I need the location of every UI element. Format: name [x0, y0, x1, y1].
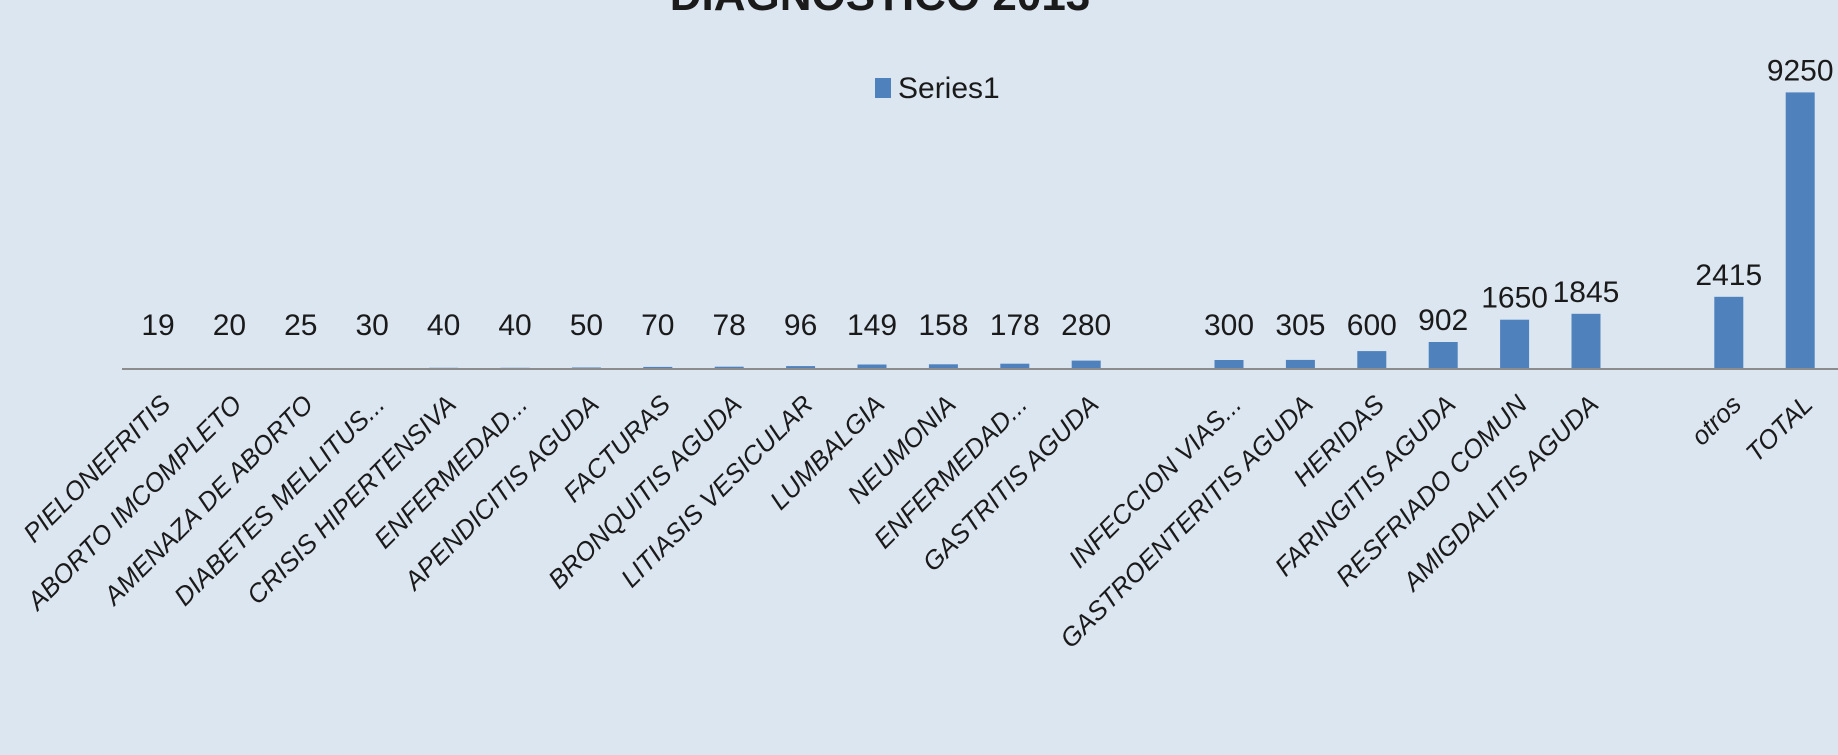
bar — [786, 366, 816, 369]
data-label: 1650 — [1481, 282, 1548, 315]
bar — [1000, 363, 1030, 369]
bar — [1214, 360, 1244, 369]
data-label: 149 — [847, 309, 897, 342]
bar — [1500, 319, 1530, 369]
bar — [1714, 296, 1744, 369]
bar — [857, 364, 887, 369]
data-label: 600 — [1347, 309, 1397, 342]
data-label: 40 — [498, 309, 531, 342]
data-label: 20 — [213, 309, 246, 342]
bar — [1071, 360, 1101, 369]
bar — [714, 366, 744, 369]
data-label: 178 — [990, 309, 1040, 342]
data-label: 300 — [1204, 309, 1254, 342]
bar — [1571, 313, 1601, 369]
data-label: 70 — [641, 309, 674, 342]
bar — [928, 364, 958, 369]
data-label: 305 — [1275, 309, 1325, 342]
bar — [643, 366, 673, 369]
data-label: 78 — [713, 309, 746, 342]
data-labels-group: 19 20 25 30 40 40 50 70 78 96 149 158 178 280 300 305 60… — [141, 54, 1833, 342]
bar — [1428, 342, 1458, 369]
data-label: 19 — [141, 309, 174, 342]
data-label: 2415 — [1695, 259, 1762, 292]
data-label: 158 — [918, 309, 968, 342]
data-label: 1845 — [1553, 276, 1620, 309]
bar — [1357, 351, 1387, 369]
data-label: 40 — [427, 309, 460, 342]
legend-label-series1: Series1 — [898, 72, 1000, 105]
data-label: 902 — [1418, 304, 1468, 337]
bars-group — [143, 92, 1815, 370]
data-label: 30 — [356, 309, 389, 342]
data-label: 25 — [284, 309, 317, 342]
bar — [1285, 359, 1315, 369]
x-tick-label: otros — [1685, 389, 1747, 451]
chart-title: DIAGNOSTICO 2013 — [670, 0, 1091, 20]
data-label: 50 — [570, 309, 603, 342]
data-label: 9250 — [1767, 54, 1834, 87]
legend-swatch-series1 — [875, 78, 891, 98]
x-tick-label: TOTAL — [1740, 389, 1819, 468]
data-label: 280 — [1061, 309, 1111, 342]
data-label: 96 — [784, 309, 817, 342]
bar — [1785, 92, 1815, 370]
legend: Series1 — [875, 72, 1000, 105]
